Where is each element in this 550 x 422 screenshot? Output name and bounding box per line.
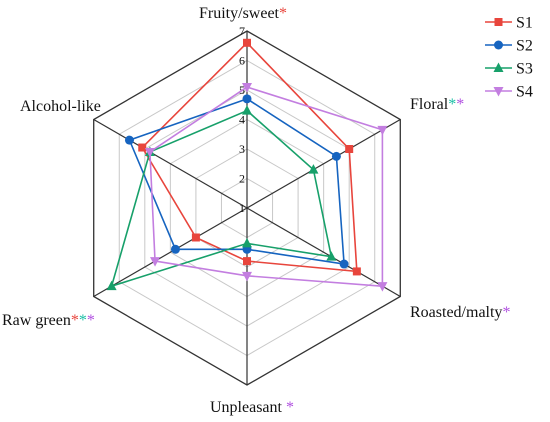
legend-label: S4 — [516, 84, 533, 101]
legend-item-s3: S3 — [485, 61, 533, 78]
axis-label-text: Raw green — [2, 312, 71, 329]
data-point-marker — [377, 125, 388, 136]
legend-label: S1 — [516, 15, 533, 32]
legend-item-s4: S4 — [485, 84, 533, 101]
series-s1 — [138, 38, 361, 276]
legend-item-s2: S2 — [485, 38, 533, 55]
data-point-marker — [242, 94, 252, 104]
significance-asterisk: * — [87, 312, 95, 329]
radial-tick-label: 4 — [239, 113, 245, 127]
significance-asterisk: * — [448, 96, 456, 113]
radial-tick-label: 7 — [239, 24, 245, 38]
axis-label: Raw green*** — [2, 312, 95, 329]
axis-label-text: Alcohol-like — [20, 98, 101, 115]
data-point-marker — [191, 233, 200, 242]
data-point-marker — [124, 135, 134, 145]
significance-asterisk: * — [279, 5, 287, 22]
axis-spoke — [93, 118, 248, 209]
legend-label: S2 — [516, 38, 533, 55]
series-s4 — [144, 83, 388, 292]
axis-label-text: Floral — [410, 96, 449, 113]
data-point-marker — [339, 259, 349, 269]
data-point-marker — [242, 105, 252, 115]
significance-asterisk: * — [456, 96, 464, 113]
radial-tick-label: 1 — [239, 201, 245, 215]
data-point-marker — [377, 282, 388, 292]
data-point-marker — [494, 40, 503, 50]
data-point-marker — [331, 151, 341, 161]
axis-label: Alcohol-like — [20, 98, 101, 115]
axis-label-text: Unpleasant — [210, 399, 283, 416]
series-s2 — [124, 94, 349, 269]
significance-asterisk: * — [79, 312, 87, 329]
axis-label: Roasted/malty* — [410, 304, 510, 321]
significance-asterisk: * — [71, 312, 79, 329]
data-point-marker — [326, 251, 337, 261]
data-point-marker — [170, 244, 180, 254]
data-point-marker — [150, 257, 161, 267]
data-point-marker — [493, 87, 504, 97]
data-point-marker — [345, 145, 354, 153]
significance-asterisk: * — [502, 304, 510, 321]
radial-tick-label: 3 — [239, 142, 245, 156]
legend-label: S3 — [516, 61, 533, 78]
data-point-marker — [494, 18, 503, 26]
data-point-marker — [242, 271, 252, 282]
series-line — [141, 41, 358, 273]
legend-item-s1: S1 — [485, 15, 533, 32]
data-point-marker — [106, 280, 117, 291]
axis-label-text: Roasted/malty — [410, 304, 502, 321]
series-plots — [106, 38, 388, 292]
data-point-marker — [243, 257, 251, 266]
axis-spoke — [246, 207, 401, 298]
axis-label: Fruity/sweet* — [199, 5, 287, 22]
data-point-marker — [493, 62, 504, 72]
data-point-marker — [308, 164, 319, 174]
data-point-marker — [242, 83, 252, 93]
axis-label: Floral** — [410, 96, 464, 113]
data-point-marker — [243, 38, 251, 47]
axis-spoke — [93, 207, 248, 298]
radial-tick-label: 6 — [239, 54, 245, 68]
radial-tick-label: 2 — [239, 172, 245, 186]
data-point-marker — [242, 237, 252, 248]
axis-label-text: Fruity/sweet — [199, 5, 280, 22]
data-point-marker — [138, 143, 147, 152]
legend: S1 S2 S3 S4 — [485, 15, 533, 101]
axis-spoke — [246, 118, 401, 209]
data-point-marker — [352, 267, 361, 276]
data-point-marker — [144, 147, 155, 158]
axis-labels: Fruity/sweet*Floral**Roasted/malty*Unple… — [2, 5, 510, 416]
significance-asterisk: * — [286, 399, 294, 416]
axis-label: Unpleasant * — [210, 399, 294, 416]
